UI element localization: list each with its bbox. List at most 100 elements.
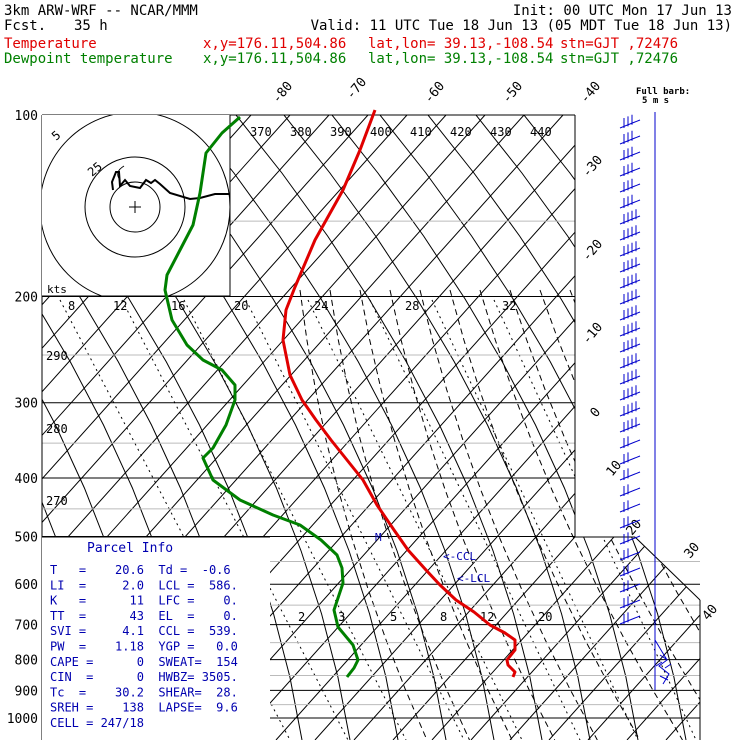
wind-barb bbox=[619, 162, 641, 177]
moist-adiabat bbox=[299, 289, 428, 740]
wind-barbs: Full barb: 5 m s bbox=[619, 87, 690, 690]
pressure-tick-label: 500 bbox=[15, 530, 38, 545]
mixing-ratio-line bbox=[121, 299, 349, 740]
wind-barb bbox=[619, 241, 641, 257]
hodograph: 5 25 kts bbox=[42, 115, 231, 297]
wind-barb bbox=[619, 178, 641, 193]
wind-barb bbox=[619, 194, 641, 209]
isotherm-label: 30 bbox=[682, 540, 704, 562]
wind-barb bbox=[619, 385, 641, 401]
isotherm bbox=[548, 115, 700, 740]
adiabat-label: 280 bbox=[46, 422, 68, 436]
wind-barb bbox=[619, 321, 641, 337]
mixing-ratio-label: 12 bbox=[113, 299, 127, 313]
mixing-ratio-labels: 8 12 16 20 24 28 322 3 5 8 12 20 bbox=[68, 299, 552, 624]
wind-barb bbox=[619, 289, 641, 305]
isotherm-label: 40 bbox=[700, 602, 722, 624]
dry-adiabat bbox=[327, 115, 639, 740]
theta-label: 380 bbox=[290, 125, 312, 139]
pressure-tick-label: 900 bbox=[15, 684, 38, 699]
isotherm-label: -60 bbox=[422, 79, 449, 107]
hodograph-units: kts bbox=[47, 283, 67, 296]
wind-barb bbox=[619, 209, 641, 225]
mixing-ratio-label: 3 bbox=[338, 610, 345, 624]
wind-barb bbox=[619, 353, 641, 369]
isotherm-label: -10 bbox=[580, 320, 607, 348]
isotherm-label: -70 bbox=[344, 75, 371, 103]
wind-barb bbox=[619, 500, 641, 513]
parcel-info-row: Tc = 30.2 SHEAR= 28. bbox=[50, 685, 238, 699]
isotherm-label: -80 bbox=[270, 79, 297, 107]
moist-adiabat bbox=[629, 289, 700, 740]
isotherm bbox=[353, 115, 700, 740]
dewpoint-xy: x,y=176.11,504.86 bbox=[203, 51, 347, 67]
moist-adiabat bbox=[509, 289, 700, 740]
theta-label: 400 bbox=[370, 125, 392, 139]
barb-units: 5 m s bbox=[642, 96, 669, 106]
isotherm-label: -30 bbox=[580, 153, 607, 181]
moist-adiabat bbox=[479, 289, 683, 740]
theta-label: 410 bbox=[410, 125, 432, 139]
mixing-ratio-label: 24 bbox=[314, 299, 328, 313]
mixing-ratio-line bbox=[369, 299, 581, 740]
isotherm bbox=[392, 115, 700, 740]
pressure-axis-labels: 100 200 300 400 500 600 700 800 900 1000 bbox=[7, 109, 38, 727]
isotherm bbox=[470, 115, 700, 740]
pressure-tick-label: 100 bbox=[15, 109, 38, 124]
parcel-info-title: Parcel Info bbox=[87, 541, 173, 556]
parcel-info-row: T = 20.6 Td = -0.6 bbox=[50, 563, 231, 577]
mixing-ratio-label: 2 bbox=[298, 610, 305, 624]
wind-barb bbox=[619, 257, 641, 273]
wind-barb bbox=[619, 417, 641, 433]
isotherm-label: -20 bbox=[580, 237, 607, 265]
mixing-ratio-label: 20 bbox=[234, 299, 248, 313]
wind-barb bbox=[619, 401, 641, 417]
model-title: 3km ARW-WRF -- NCAR/MMM bbox=[4, 3, 198, 19]
moist-adiabat bbox=[359, 289, 513, 740]
dry-adiabat bbox=[279, 115, 591, 740]
wind-barb bbox=[619, 532, 641, 545]
pressure-tick-label: 400 bbox=[15, 472, 38, 487]
wind-barb bbox=[619, 612, 641, 625]
isotherm-label: 20 bbox=[624, 517, 646, 539]
m-marker: M bbox=[375, 531, 382, 544]
wind-barb bbox=[619, 369, 641, 385]
isotherm bbox=[42, 115, 408, 740]
wind-barb bbox=[619, 580, 641, 593]
parcel-info-row: PW = 1.18 YGP = 0.0 bbox=[50, 640, 238, 654]
isotherm bbox=[705, 115, 740, 740]
mixing-ratio-label: 32 bbox=[502, 299, 516, 313]
wind-barb bbox=[619, 596, 641, 609]
pressure-tick-label: 200 bbox=[15, 291, 38, 306]
mixing-ratio-label: 28 bbox=[405, 299, 419, 313]
wind-barb bbox=[619, 305, 641, 321]
adiabat-label: 270 bbox=[46, 494, 68, 508]
mixing-ratio-label: 8 bbox=[440, 610, 447, 624]
pressure-tick-label: 1000 bbox=[7, 712, 38, 727]
isotherm bbox=[431, 115, 700, 740]
temperature-xy: x,y=176.11,504.86 bbox=[203, 36, 347, 52]
wind-barb bbox=[619, 337, 641, 353]
moist-adiabat bbox=[449, 289, 641, 740]
theta-label: 370 bbox=[250, 125, 272, 139]
wind-barb bbox=[619, 452, 641, 465]
isotherm-label: 0 bbox=[588, 405, 605, 421]
init-time: Init: 00 UTC Mon 17 Jun 13 bbox=[512, 3, 732, 19]
wind-barb bbox=[619, 484, 641, 497]
moist-adiabat bbox=[419, 289, 598, 740]
moist-adiabat bbox=[599, 289, 700, 740]
isotherm bbox=[236, 115, 700, 740]
hodograph-ring bbox=[84, 156, 186, 258]
theta-label: 440 bbox=[530, 125, 552, 139]
isotherm bbox=[587, 115, 700, 740]
wind-barb bbox=[619, 225, 641, 241]
adiabat-labels: 290 280 270 bbox=[46, 349, 68, 508]
mixing-ratio-label: 5 bbox=[390, 610, 397, 624]
parcel-info-row: K = 11 LFC = 0. bbox=[50, 594, 238, 608]
moist-adiabat bbox=[329, 289, 470, 740]
mixing-ratio-line bbox=[183, 299, 407, 740]
isotherm bbox=[42, 115, 330, 740]
theta-label: 420 bbox=[450, 125, 472, 139]
mixing-ratio-label: 20 bbox=[538, 610, 552, 624]
isotherm-label: 10 bbox=[604, 458, 626, 480]
